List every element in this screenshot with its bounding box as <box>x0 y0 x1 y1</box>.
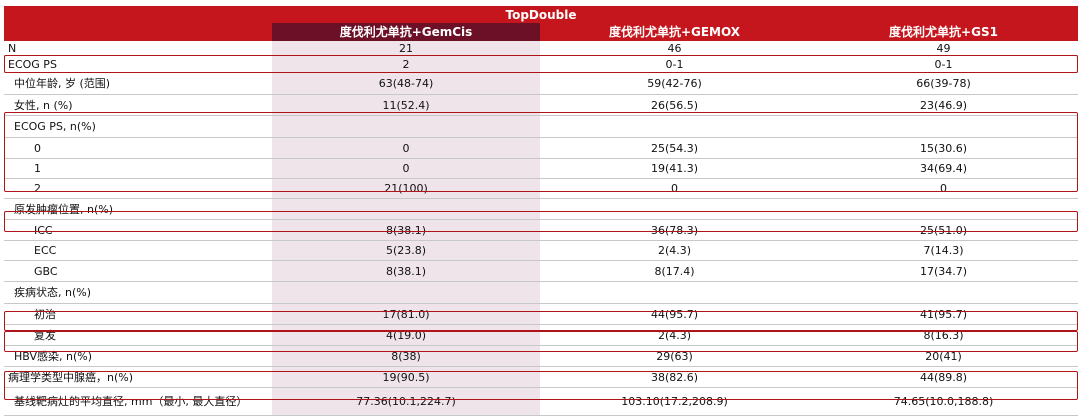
table-row: ECOG PS, n(%) <box>4 116 1078 138</box>
table-row: ICC 8(38.1) 36(78.3) 25(51.0) <box>4 220 1078 241</box>
row-value <box>540 282 809 303</box>
row-label: 2 <box>34 182 41 195</box>
table-row: GBC 8(38.1) 8(17.4) 17(34.7) <box>4 261 1078 282</box>
row-value: 0 <box>272 138 540 158</box>
row-value: 21 <box>272 41 540 55</box>
table-row: 初治 17(81.0) 44(95.7) 41(95.7) <box>4 304 1078 325</box>
row-value: 11(52.4) <box>272 95 540 115</box>
row-value: 19(41.3) <box>650 162 699 175</box>
table-row: 2 21(100) 0 0 <box>4 179 1078 199</box>
row-value: 7(14.3) <box>923 244 964 257</box>
row-value: 19(90.5) <box>272 367 540 387</box>
table-title-row: TopDouble <box>4 6 1078 23</box>
row-value: 0-1 <box>665 57 684 71</box>
row-value <box>272 282 540 303</box>
row-value: 0 <box>940 182 947 195</box>
row-label: ECOG PS <box>8 57 57 71</box>
header-gs1: 度伐利尤单抗+GS1 <box>809 23 1078 41</box>
row-label: 原发肿瘤位置, n(%) <box>14 202 113 216</box>
row-label: HBV感染, n(%) <box>14 349 93 363</box>
row-label: 基线靶病灶的平均直径, mm（最小, 最大直径） <box>14 395 248 408</box>
table-row: ECOG PS 2 0-1 0-1 <box>4 56 1078 73</box>
row-label: ICC <box>34 223 53 237</box>
row-value: 8(38) <box>272 346 540 366</box>
row-value: 4(19.0) <box>272 325 540 345</box>
table-body: N 21 46 49 ECOG PS 2 0-1 0-1 中位年龄, 岁 (范围) 63(48-7… <box>4 41 1078 416</box>
row-value: 29(63) <box>656 349 693 363</box>
row-value <box>272 199 540 219</box>
row-label: 中位年龄, 岁 (范围) <box>14 77 111 90</box>
row-value: 77.36(10.1,224.7) <box>272 388 540 415</box>
row-value: 20(41) <box>925 349 962 363</box>
row-label: 女性, n (%) <box>14 98 73 112</box>
row-value: 44(95.7) <box>650 307 699 321</box>
row-value <box>809 282 1078 303</box>
table-row: 基线靶病灶的平均直径, mm（最小, 最大直径） 77.36(10.1,224.7… <box>4 388 1078 416</box>
row-value: 74.65(10.0,188.8) <box>893 395 994 408</box>
header-gemcis: 度伐利尤单抗+GemCis <box>272 23 540 41</box>
row-label: 0 <box>34 141 41 155</box>
row-label: 复发 <box>34 328 56 342</box>
table-row: 女性, n (%) 11(52.4) 26(56.5) 23(46.9) <box>4 95 1078 116</box>
table-title: TopDouble <box>505 7 577 22</box>
row-value: 23(46.9) <box>919 98 968 112</box>
row-value: 44(89.8) <box>919 370 968 384</box>
table-header-row: 度伐利尤单抗+GemCis 度伐利尤单抗+GEMOX 度伐利尤单抗+GS1 <box>4 23 1078 41</box>
table-row: 复发 4(19.0) 2(4.3) 8(16.3) <box>4 325 1078 346</box>
row-value: 0 <box>272 159 540 178</box>
row-value: 36(78.3) <box>650 223 699 237</box>
row-value: 8(17.4) <box>654 264 695 278</box>
row-label: 病理学类型中腺癌，n(%) <box>8 370 134 384</box>
row-value: 25(51.0) <box>919 223 968 237</box>
row-value: 0 <box>671 182 678 195</box>
row-value: 49 <box>936 41 951 55</box>
row-value <box>540 199 809 219</box>
table-row: 病理学类型中腺癌，n(%) 19(90.5) 38(82.6) 44(89.8) <box>4 367 1078 388</box>
row-value: 5(23.8) <box>272 241 540 260</box>
header-empty <box>4 23 272 41</box>
row-label: ECC <box>34 244 57 257</box>
row-value: 17(34.7) <box>919 264 968 278</box>
row-value <box>809 199 1078 219</box>
row-label: N <box>8 41 17 55</box>
table-row: 0 0 25(54.3) 15(30.6) <box>4 138 1078 159</box>
row-value: 103.10(17.2,208.9) <box>621 395 728 408</box>
row-label: 疾病状态, n(%) <box>14 286 91 299</box>
row-value: 21(100) <box>272 179 540 198</box>
table-row: N 21 46 49 <box>4 41 1078 56</box>
row-value: 25(54.3) <box>650 141 699 155</box>
table-row: 1 0 19(41.3) 34(69.4) <box>4 159 1078 179</box>
table-row: 原发肿瘤位置, n(%) <box>4 199 1078 220</box>
table-row: HBV感染, n(%) 8(38) 29(63) 20(41) <box>4 346 1078 367</box>
row-value: 8(38.1) <box>272 261 540 281</box>
row-value: 2 <box>272 56 540 72</box>
data-table: TopDouble 度伐利尤单抗+GemCis 度伐利尤单抗+GEMOX 度伐利… <box>4 6 1078 416</box>
row-value: 15(30.6) <box>919 141 968 155</box>
header-gemox: 度伐利尤单抗+GEMOX <box>540 23 809 41</box>
table-row: ECC 5(23.8) 2(4.3) 7(14.3) <box>4 241 1078 261</box>
row-value: 2(4.3) <box>657 328 692 342</box>
table-row: 疾病状态, n(%) <box>4 282 1078 304</box>
row-value: 17(81.0) <box>272 304 540 324</box>
row-label: GBC <box>34 264 58 278</box>
row-value <box>809 116 1078 137</box>
row-label: ECOG PS, n(%) <box>14 120 96 133</box>
row-value: 38(82.6) <box>650 370 699 384</box>
row-value: 8(38.1) <box>272 220 540 240</box>
row-value: 66(39-78) <box>916 77 971 90</box>
row-label: 初治 <box>34 307 56 321</box>
table-row: 中位年龄, 岁 (范围) 63(48-74) 59(42-76) 66(39-78) <box>4 73 1078 95</box>
row-value: 59(42-76) <box>647 77 702 90</box>
row-value: 63(48-74) <box>272 73 540 94</box>
row-value: 2(4.3) <box>657 244 692 257</box>
row-value: 34(69.4) <box>919 162 968 175</box>
row-value: 41(95.7) <box>919 307 968 321</box>
row-value <box>540 116 809 137</box>
row-value: 8(16.3) <box>923 328 964 342</box>
row-value: 46 <box>667 41 682 55</box>
row-value: 0-1 <box>934 57 953 71</box>
row-label: 1 <box>34 162 41 175</box>
row-value <box>272 116 540 137</box>
row-value: 26(56.5) <box>650 98 699 112</box>
